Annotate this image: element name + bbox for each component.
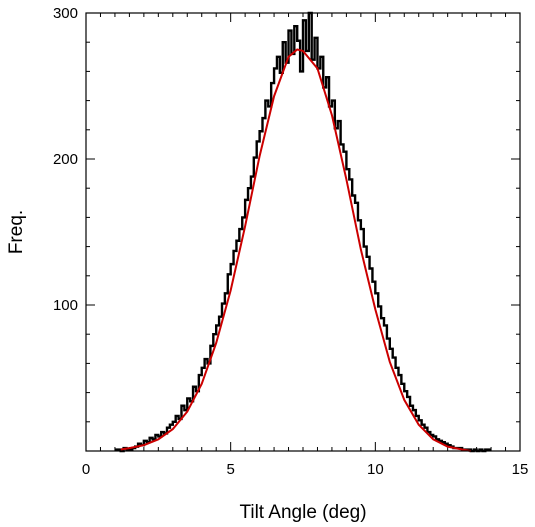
x-tick-label: 0 [82,461,90,478]
x-tick-label: 15 [512,461,529,478]
x-tick-label: 5 [226,461,234,478]
fit-curve [120,48,471,452]
histogram-step-line [114,11,492,453]
tick-labels: 0 5 10 15 100 200 300 [53,5,528,478]
y-tick-label: 300 [53,5,78,22]
x-tick-label: 10 [367,461,384,478]
y-tick-label: 100 [53,297,78,314]
axis-ticks [85,12,521,452]
plot-frame [85,12,521,452]
y-tick-label: 200 [53,151,78,168]
x-axis-label: Tilt Angle (deg) [239,502,366,523]
histogram-series [114,11,492,453]
y-axis-label: Freq. [6,210,27,254]
